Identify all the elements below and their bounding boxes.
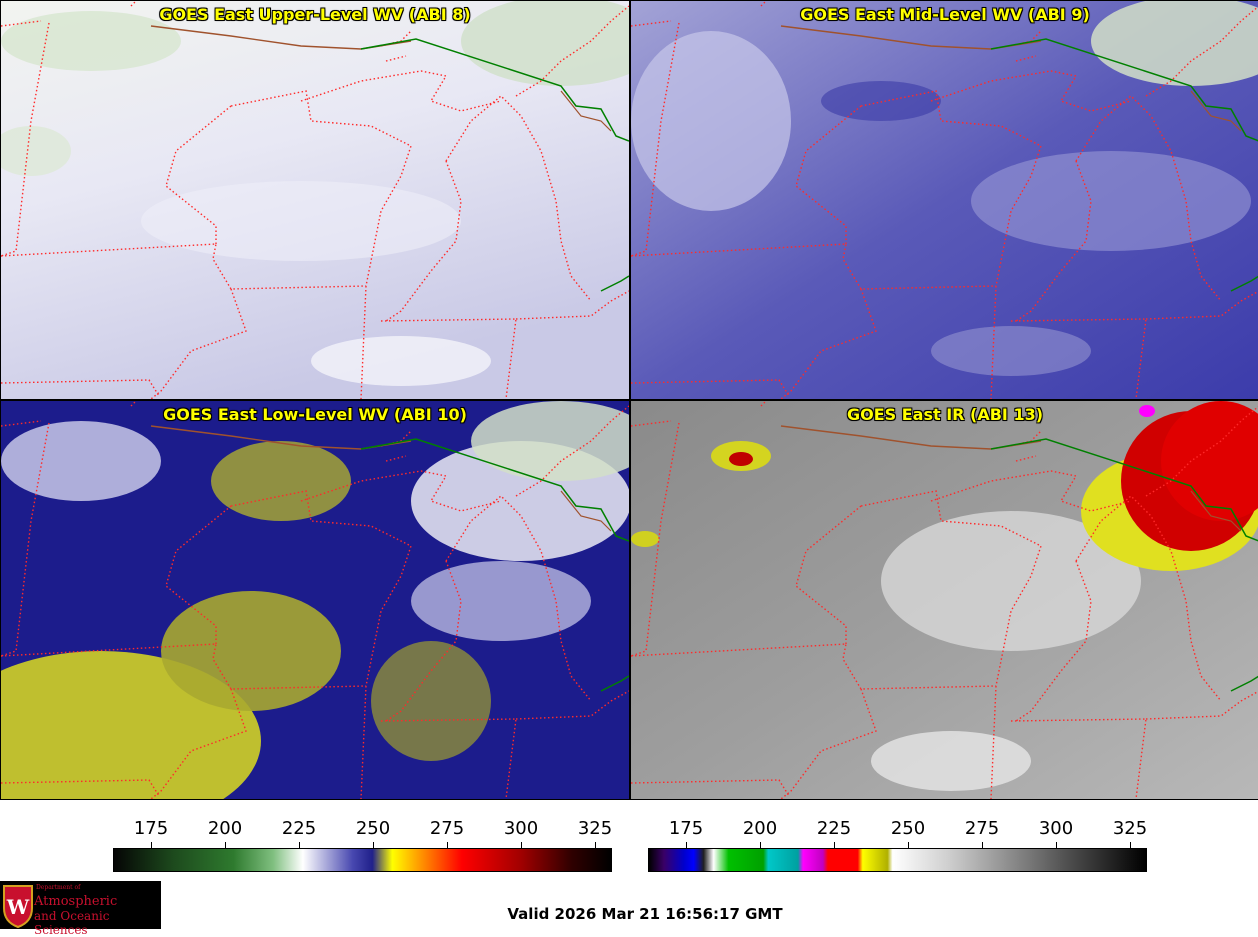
ir-panel: GOES East IR (ABI 13) — [630, 400, 1258, 800]
colorbar-tickmark — [447, 842, 448, 848]
colorbar-tick: 250 — [890, 818, 926, 839]
ir-image — [631, 401, 1258, 799]
aos-logo: W Department of Atmospheric and Oceanic … — [0, 881, 161, 937]
colorbar-tick: 200 — [742, 818, 778, 839]
colorbar-tickmark — [686, 842, 687, 848]
panel-title: GOES East IR (ABI 13) — [846, 405, 1044, 424]
colorbar-tickmark — [760, 842, 761, 848]
upper-level-wv-panel: GOES East Upper-Level WV (ABI 8) — [0, 0, 630, 400]
colorbar-tick: 175 — [668, 818, 704, 839]
colorbar-tick: 200 — [207, 818, 243, 839]
colorbar-tick: 275 — [964, 818, 1000, 839]
colorbar-tickmark — [521, 842, 522, 848]
colorbar-tickmark — [982, 842, 983, 848]
logo-line2: Atmospheric — [34, 894, 118, 909]
logo-line1: Department of — [36, 884, 81, 891]
colorbar-tickmark — [299, 842, 300, 848]
colorbar-tickmark — [908, 842, 909, 848]
colorbar-tick: 325 — [577, 818, 613, 839]
colorbar-tickmark — [595, 842, 596, 848]
colorbar-tickmark — [225, 842, 226, 848]
colorbar-tick: 175 — [133, 818, 169, 839]
colorbar-tick: 250 — [355, 818, 391, 839]
colorbar-tick: 225 — [816, 818, 852, 839]
colorbar-tick: 275 — [429, 818, 465, 839]
colorbar-tickmark — [1130, 842, 1131, 848]
uw-crest-icon: W — [3, 885, 33, 928]
mid-level-wv-panel: GOES East Mid-Level WV (ABI 9) — [630, 0, 1258, 400]
colorbar-tick: 225 — [281, 818, 317, 839]
colorbar-tick: 300 — [1038, 818, 1074, 839]
colorbar-tick: 300 — [503, 818, 539, 839]
ir-colorbar — [648, 848, 1147, 872]
colorbar-tickmark — [1056, 842, 1057, 848]
colorbar-tickmark — [373, 842, 374, 848]
low-level-wv-panel: GOES East Low-Level WV (ABI 10) — [0, 400, 630, 800]
low-level-wv-image — [1, 401, 629, 799]
colorbar-tickmark — [151, 842, 152, 848]
panel-title: GOES East Upper-Level WV (ABI 8) — [159, 5, 471, 24]
colorbar-tickmark — [834, 842, 835, 848]
upper-level-wv-image — [1, 1, 629, 399]
wv-colorbar — [113, 848, 612, 872]
panel-title: GOES East Low-Level WV (ABI 10) — [163, 405, 467, 424]
valid-time: Valid 2026 Mar 21 16:56:17 GMT — [507, 905, 783, 923]
svg-text:W: W — [6, 895, 30, 919]
panel-title: GOES East Mid-Level WV (ABI 9) — [800, 5, 1090, 24]
colorbar-tick: 325 — [1112, 818, 1148, 839]
mid-level-wv-image — [631, 1, 1258, 399]
